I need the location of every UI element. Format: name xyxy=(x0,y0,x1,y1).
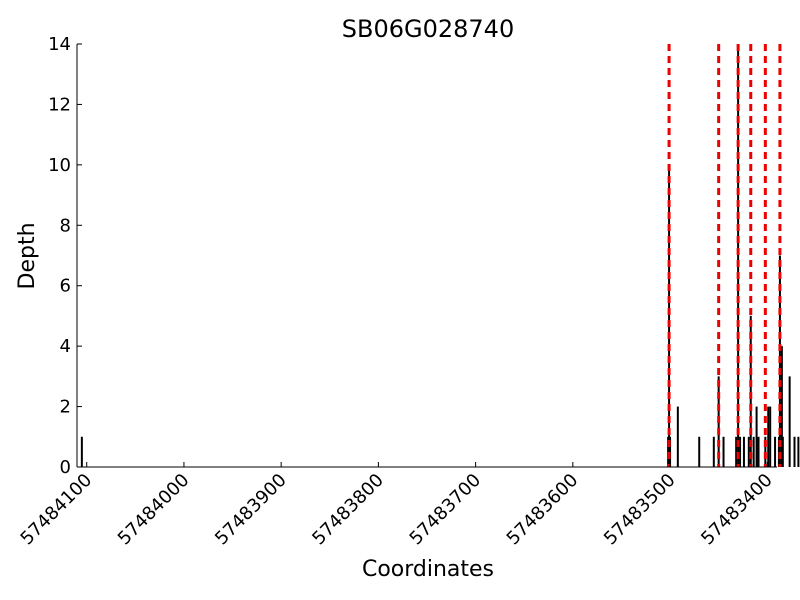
y-tick-label: 4 xyxy=(60,336,71,357)
x-axis-label: Coordinates xyxy=(362,557,494,582)
y-tick-label: 14 xyxy=(48,34,71,55)
y-tick-label: 10 xyxy=(48,155,71,176)
x-tick-label: 57483400 xyxy=(697,470,777,550)
x-tick-label: 57483900 xyxy=(211,470,291,550)
y-tick-label: 8 xyxy=(60,215,71,236)
plot-area xyxy=(80,44,800,467)
y-axis-label: Depth xyxy=(15,222,40,289)
x-tick-label: 57484100 xyxy=(17,470,97,550)
x-tick-label: 57483500 xyxy=(600,470,680,550)
x-tick-label: 57483600 xyxy=(503,470,583,550)
x-tick-label: 57483700 xyxy=(406,470,486,550)
y-tick-label: 0 xyxy=(60,457,71,478)
x-tick-label: 57483800 xyxy=(308,470,388,550)
x-tick-label: 57484000 xyxy=(114,470,194,550)
y-tick-label: 2 xyxy=(60,397,71,418)
y-tick-label: 12 xyxy=(48,94,71,115)
y-axis-ticks: 0 2 4 6 8 10 12 14 xyxy=(48,34,82,478)
x-axis-ticks: 57484100 57484000 57483900 57483800 57483700… xyxy=(17,462,777,549)
chart-title: SB06G028740 xyxy=(342,15,514,43)
y-tick-label: 6 xyxy=(60,276,71,297)
